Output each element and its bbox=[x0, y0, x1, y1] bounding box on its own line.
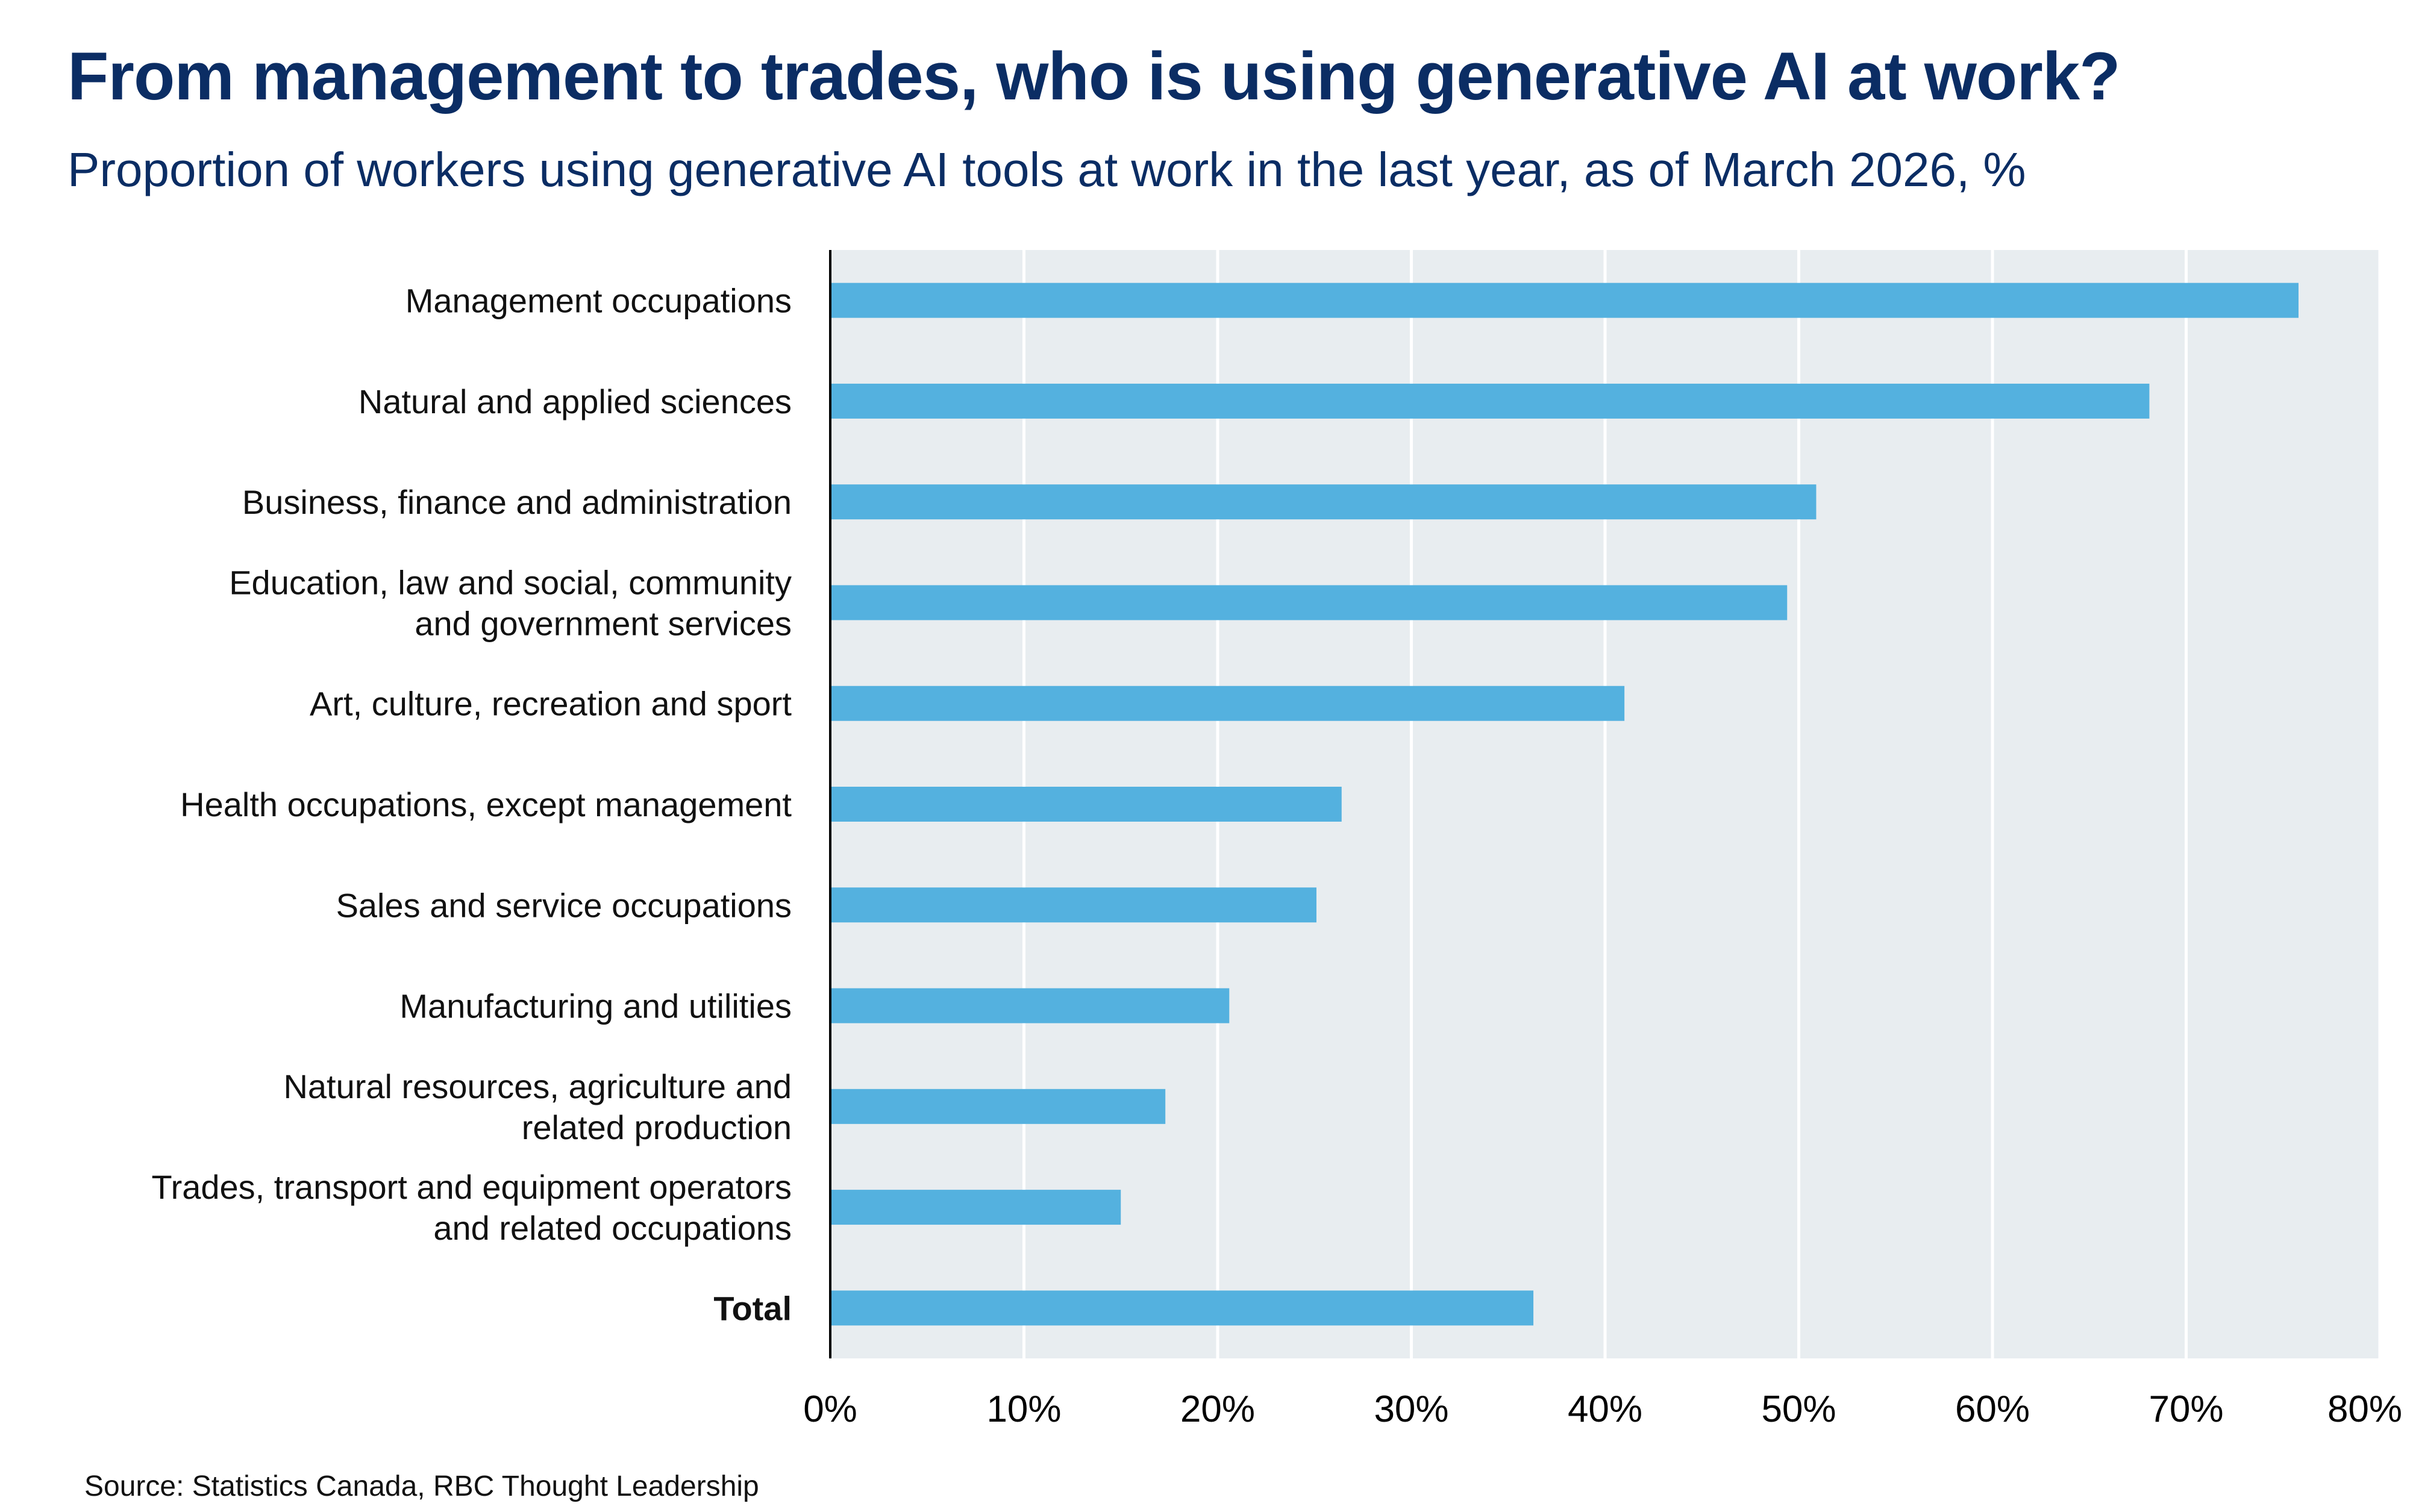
category-label: Trades, transport and equipment operator… bbox=[151, 1168, 792, 1247]
x-tick-label: 60% bbox=[1955, 1389, 2030, 1430]
bar bbox=[830, 686, 1625, 721]
category-label: Art, culture, recreation and sport bbox=[310, 685, 792, 723]
category-label: Sales and service occupations bbox=[336, 886, 792, 924]
bar bbox=[830, 585, 1788, 620]
x-tick-label: 40% bbox=[1568, 1389, 1642, 1430]
category-label: Education, law and social, community and … bbox=[229, 563, 792, 642]
x-tick-label: 20% bbox=[1180, 1389, 1255, 1430]
x-tick-label: 30% bbox=[1374, 1389, 1448, 1430]
category-label: Total bbox=[713, 1289, 792, 1327]
bar bbox=[830, 383, 2150, 419]
bar bbox=[830, 283, 2299, 318]
category-label: Natural and applied sciences bbox=[358, 383, 792, 420]
bar bbox=[830, 1290, 1534, 1326]
source-note: Source: Statistics Canada, RBC Thought L… bbox=[84, 1470, 759, 1502]
category-labels: Management occupations Natural and applie… bbox=[151, 282, 792, 1328]
x-tick-label: 70% bbox=[2149, 1389, 2223, 1430]
bars bbox=[830, 283, 2299, 1326]
chart-subtitle: Proportion of workers using generative A… bbox=[67, 143, 2026, 196]
x-tick-label: 0% bbox=[803, 1389, 857, 1430]
category-label: Management occupations bbox=[405, 282, 792, 320]
x-tick-label: 50% bbox=[1761, 1389, 1836, 1430]
x-tick-label: 10% bbox=[986, 1389, 1061, 1430]
x-tick-labels: 0% 10% 20% 30% 40% 50% 60% 70% 80% bbox=[803, 1389, 2402, 1430]
bar bbox=[830, 887, 1316, 923]
bar bbox=[830, 1190, 1121, 1225]
category-label: Health occupations, except management bbox=[180, 786, 792, 823]
bar bbox=[830, 988, 1230, 1023]
bar bbox=[830, 1089, 1166, 1124]
category-label: Natural resources, agriculture and relate… bbox=[283, 1067, 792, 1146]
chart-title: From management to trades, who is using … bbox=[67, 39, 2121, 114]
gridlines bbox=[1022, 250, 2382, 1358]
category-label: Business, finance and administration bbox=[242, 483, 792, 521]
bar bbox=[830, 787, 1342, 822]
bar bbox=[830, 484, 1817, 520]
x-tick-label: 80% bbox=[2327, 1389, 2402, 1430]
category-label: Manufacturing and utilities bbox=[399, 987, 792, 1025]
